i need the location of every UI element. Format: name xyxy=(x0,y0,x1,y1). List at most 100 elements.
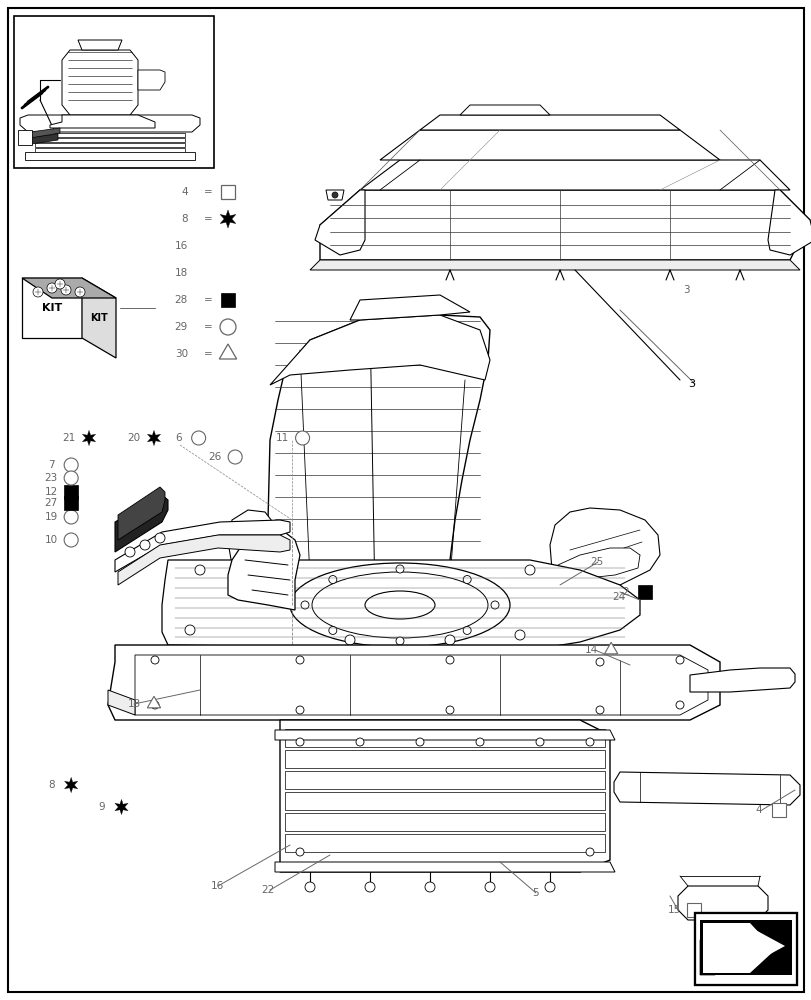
Polygon shape xyxy=(285,834,604,852)
Polygon shape xyxy=(704,920,791,970)
Circle shape xyxy=(33,287,43,297)
Text: 14: 14 xyxy=(584,645,597,655)
Text: 28: 28 xyxy=(174,295,188,305)
Ellipse shape xyxy=(365,591,435,619)
Circle shape xyxy=(139,540,150,550)
Text: 12: 12 xyxy=(45,487,58,497)
Polygon shape xyxy=(699,923,744,975)
Polygon shape xyxy=(557,548,639,578)
Circle shape xyxy=(396,637,404,645)
Circle shape xyxy=(586,738,594,746)
Circle shape xyxy=(396,565,404,573)
Circle shape xyxy=(64,510,78,524)
Circle shape xyxy=(586,848,594,856)
Text: 19: 19 xyxy=(45,512,58,522)
Text: 4: 4 xyxy=(755,805,762,815)
Polygon shape xyxy=(285,792,604,810)
Circle shape xyxy=(296,738,303,746)
Circle shape xyxy=(676,701,683,709)
Polygon shape xyxy=(50,115,155,128)
Polygon shape xyxy=(20,115,200,132)
Polygon shape xyxy=(460,105,549,115)
Circle shape xyxy=(462,576,470,584)
Polygon shape xyxy=(228,590,245,620)
Circle shape xyxy=(228,450,242,464)
Circle shape xyxy=(64,458,78,472)
Polygon shape xyxy=(285,771,604,789)
Circle shape xyxy=(544,882,554,892)
Circle shape xyxy=(296,706,303,714)
Polygon shape xyxy=(704,927,784,965)
Text: 11: 11 xyxy=(276,433,289,443)
Polygon shape xyxy=(549,508,659,600)
Bar xyxy=(686,903,700,917)
Ellipse shape xyxy=(311,572,487,638)
Circle shape xyxy=(61,285,71,295)
Bar xyxy=(694,913,796,985)
Circle shape xyxy=(444,635,454,645)
Circle shape xyxy=(301,601,309,609)
Text: 15: 15 xyxy=(667,905,680,915)
Text: 3: 3 xyxy=(682,285,689,295)
Circle shape xyxy=(155,533,165,543)
Polygon shape xyxy=(18,130,32,145)
Circle shape xyxy=(64,471,78,485)
Text: 24: 24 xyxy=(611,592,624,602)
Circle shape xyxy=(595,706,603,714)
Text: 26: 26 xyxy=(208,452,221,462)
Circle shape xyxy=(296,656,303,664)
Text: 27: 27 xyxy=(45,498,58,508)
Polygon shape xyxy=(260,315,489,600)
Circle shape xyxy=(535,738,543,746)
Circle shape xyxy=(64,533,78,547)
Polygon shape xyxy=(285,813,604,831)
Text: 4: 4 xyxy=(181,187,188,197)
Polygon shape xyxy=(35,148,185,152)
Circle shape xyxy=(195,565,204,575)
Circle shape xyxy=(47,283,57,293)
Text: 18: 18 xyxy=(174,268,188,278)
Polygon shape xyxy=(30,128,60,138)
Polygon shape xyxy=(118,535,290,585)
Circle shape xyxy=(151,701,159,709)
Text: 10: 10 xyxy=(45,535,58,545)
Circle shape xyxy=(295,431,309,445)
Text: 6: 6 xyxy=(175,433,182,443)
Polygon shape xyxy=(135,655,707,715)
Circle shape xyxy=(191,431,205,445)
Circle shape xyxy=(525,565,534,575)
Polygon shape xyxy=(138,70,165,90)
Bar xyxy=(699,920,791,975)
Circle shape xyxy=(75,287,85,297)
Polygon shape xyxy=(35,133,185,137)
Text: =: = xyxy=(204,214,212,224)
Polygon shape xyxy=(220,210,235,228)
Bar xyxy=(221,293,234,307)
Text: 22: 22 xyxy=(261,885,274,895)
Polygon shape xyxy=(219,344,236,359)
Polygon shape xyxy=(62,50,138,115)
Text: 21: 21 xyxy=(62,433,75,443)
Circle shape xyxy=(185,625,195,635)
Text: =: = xyxy=(204,322,212,332)
Polygon shape xyxy=(419,115,679,130)
Text: 9: 9 xyxy=(98,802,105,812)
Text: 20: 20 xyxy=(127,433,140,443)
Circle shape xyxy=(424,882,435,892)
Polygon shape xyxy=(228,510,277,582)
Circle shape xyxy=(345,635,354,645)
Text: 7: 7 xyxy=(48,460,54,470)
Polygon shape xyxy=(285,750,604,768)
Polygon shape xyxy=(268,588,294,606)
Polygon shape xyxy=(25,134,58,145)
Polygon shape xyxy=(118,487,165,540)
Polygon shape xyxy=(78,40,122,50)
Polygon shape xyxy=(108,645,719,720)
Bar xyxy=(221,185,234,199)
Circle shape xyxy=(355,738,363,746)
Polygon shape xyxy=(325,190,344,200)
Text: KIT: KIT xyxy=(90,313,108,323)
Ellipse shape xyxy=(290,563,509,647)
Polygon shape xyxy=(613,772,799,805)
Polygon shape xyxy=(114,799,128,815)
